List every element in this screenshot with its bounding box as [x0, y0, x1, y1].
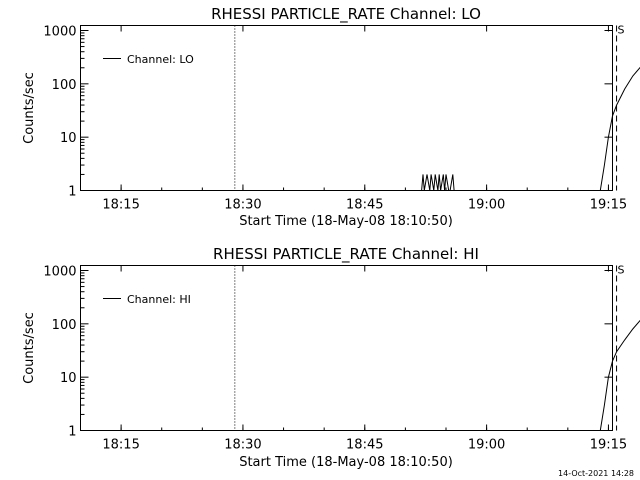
series-layer: [421, 66, 640, 191]
chart-panel-hi: RHESSI PARTICLE_RATE Channel: HI Start T…: [22, 245, 640, 470]
event-lines: SE: [234, 24, 625, 191]
legend-label: Channel: LO: [127, 53, 194, 66]
event-marker-label: S: [618, 264, 625, 277]
x-tick-label: 19:15: [590, 438, 627, 453]
legend: Channel: LO: [103, 53, 194, 66]
event-lines: SE: [234, 264, 625, 431]
chart-title: RHESSI PARTICLE_RATE Channel: HI: [213, 245, 479, 264]
y-tick-label: 1: [68, 185, 76, 200]
y-tick-label: 1000: [43, 265, 76, 280]
x-tick-label: 18:30: [224, 438, 261, 453]
y-tick-label: 1: [68, 425, 76, 440]
x-tick-label: 19:00: [468, 198, 505, 213]
x-axis-label: Start Time (18-May-08 18:10:50): [239, 455, 453, 470]
legend: Channel: HI: [103, 293, 191, 306]
y-axis-label: Counts/sec: [22, 72, 37, 144]
chart-panel-lo: RHESSI PARTICLE_RATE Channel: LO Start T…: [22, 5, 640, 229]
x-tick-label: 18:15: [102, 438, 139, 453]
y-ticks: 1 10 100 1000: [43, 25, 613, 200]
x-tick-label: 18:15: [102, 198, 139, 213]
x-tick-label: 18:45: [346, 438, 383, 453]
x-tick-label: 19:15: [590, 198, 627, 213]
event-marker-label: S: [618, 24, 625, 37]
series-line: [421, 66, 640, 191]
x-axis-label: Start Time (18-May-08 18:10:50): [239, 214, 453, 229]
y-ticks: 1 10 100 1000: [43, 265, 613, 440]
x-tick-label: 19:00: [468, 438, 505, 453]
y-tick-label: 100: [52, 318, 77, 333]
y-tick-label: 10: [60, 371, 77, 386]
plot-frame: [80, 25, 613, 191]
chart-title: RHESSI PARTICLE_RATE Channel: LO: [211, 5, 481, 24]
plot-timestamp: 14-Oct-2021 14:28: [558, 469, 634, 478]
x-tick-label: 18:45: [346, 198, 383, 213]
x-tick-label: 18:30: [224, 198, 261, 213]
y-axis-label: Counts/sec: [22, 312, 37, 384]
series-line: [599, 319, 640, 431]
series-layer: [599, 319, 640, 431]
y-tick-label: 100: [52, 78, 77, 93]
y-tick-label: 1000: [43, 25, 76, 40]
plot-frame: [80, 265, 613, 431]
legend-label: Channel: HI: [127, 293, 191, 306]
y-tick-label: 10: [60, 131, 77, 146]
